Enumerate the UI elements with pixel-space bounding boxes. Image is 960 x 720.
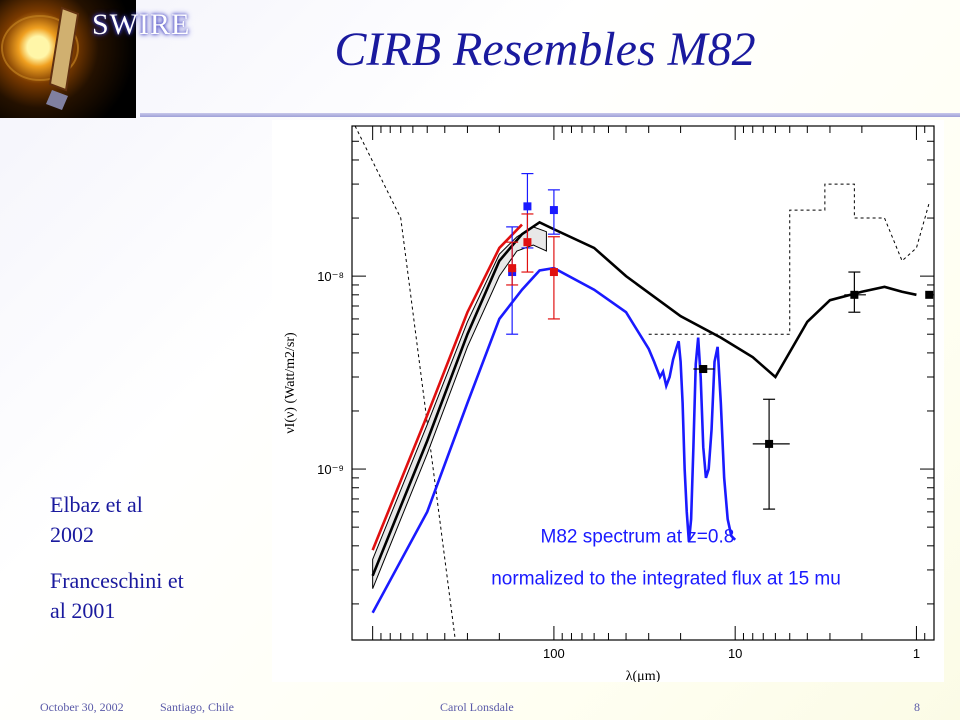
reference-elbaz: Elbaz et al 2002 <box>50 492 143 547</box>
reference-franceschini: Franceschini et al 2001 <box>50 568 184 623</box>
x-tick-label: 1 <box>913 646 920 661</box>
x-tick-label: 10 <box>728 646 742 661</box>
data-point <box>523 238 532 247</box>
annotation-m82: M82 spectrum at z=0.8 <box>541 527 735 548</box>
data-point <box>523 202 532 211</box>
data-point <box>549 268 558 277</box>
plot-frame <box>351 125 935 641</box>
y-tick-label: 10⁻⁸ <box>317 269 344 284</box>
swire-logo-text: SWIRE <box>92 8 191 41</box>
swire-logo: SWIRE <box>0 0 189 118</box>
footer-page-number: 8 <box>914 700 920 714</box>
series-line <box>371 223 523 551</box>
data-point <box>508 264 517 273</box>
y-tick-label: 10⁻⁹ <box>317 462 344 477</box>
series-line <box>371 220 917 577</box>
x-tick-label: 100 <box>543 646 565 661</box>
data-point <box>549 206 558 215</box>
chart-panel: 100 10 1 10⁻⁸ 10⁻⁹ λ(μm) νI(ν) (Watt/m2/sr) M82… <box>272 120 944 684</box>
data-point <box>925 290 934 299</box>
title-divider <box>140 113 960 117</box>
annotation-normalized: normalized to the integrated flux at 15 … <box>491 569 841 590</box>
footer-place: Santiago, Chile <box>160 700 234 714</box>
y-axis-label: νI(ν) (Watt/m2/sr) <box>283 332 298 434</box>
data-point <box>699 365 708 374</box>
uncertainty-band <box>372 226 547 589</box>
x-axis-label: λ(μm) <box>626 669 661 682</box>
cirb-chart: 100 10 1 10⁻⁸ 10⁻⁹ λ(μm) νI(ν) (Watt/m2/sr) M82… <box>283 125 935 684</box>
footer-date: October 30, 2002 <box>40 700 124 714</box>
background-model-dotted <box>354 125 456 641</box>
data-point <box>765 439 774 448</box>
upper-limit-histogram <box>648 183 930 335</box>
slide-title: CIRB Resembles M82 <box>334 23 756 76</box>
data-point <box>850 290 859 299</box>
footer-author: Carol Lonsdale <box>440 700 514 714</box>
series-line <box>371 266 737 614</box>
